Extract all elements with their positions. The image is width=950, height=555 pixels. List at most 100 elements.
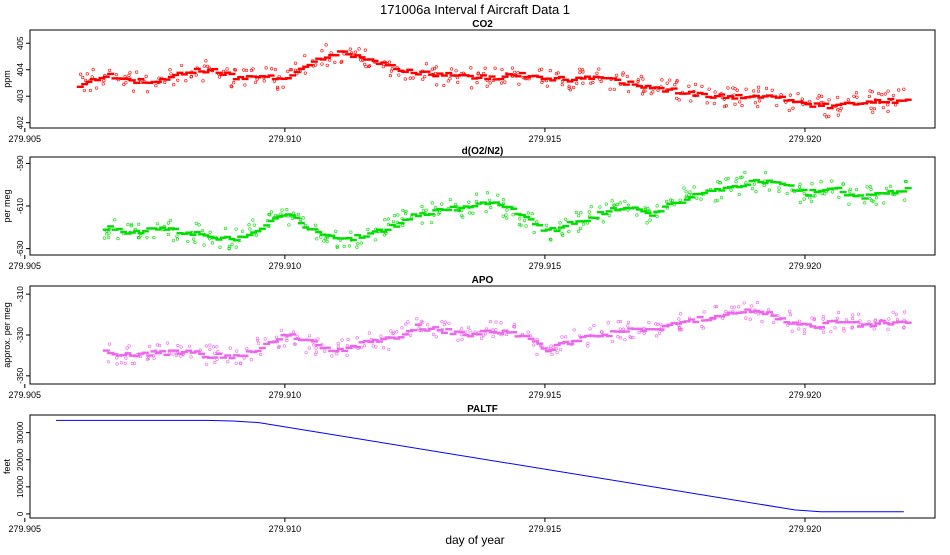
y-axis-label: approx. per meg: [2, 302, 12, 368]
data-point: [606, 321, 610, 325]
data-point: [749, 310, 753, 314]
data-point: [648, 209, 652, 213]
data-point: [314, 350, 318, 354]
data-mark: [146, 81, 154, 85]
data-mark: [406, 329, 414, 333]
data-point: [665, 206, 670, 210]
data-point: [595, 71, 599, 75]
data-mark: [644, 84, 652, 88]
data-point: [218, 245, 222, 249]
data-point: [880, 93, 884, 97]
data-point: [623, 199, 627, 203]
data-point: [715, 198, 719, 203]
data-mark: [115, 227, 123, 231]
data-point: [887, 317, 891, 321]
data-point: [454, 69, 458, 73]
data-point: [420, 69, 425, 73]
data-mark: [445, 71, 453, 75]
data-mark: [735, 185, 743, 189]
data-point: [323, 349, 327, 353]
data-point: [201, 355, 205, 359]
data-point: [518, 217, 522, 221]
panel-3: PALTF feet 279.905 279.910 279.915 279.920 0 10…: [2, 404, 936, 534]
data-point: [111, 352, 115, 356]
data-point: [877, 321, 881, 326]
data-point: [785, 191, 789, 196]
data-point: [764, 86, 769, 91]
data-point: [598, 77, 602, 81]
data-point: [288, 68, 293, 72]
data-mark: [505, 331, 513, 334]
data-mark: [289, 214, 297, 217]
data-point: [636, 79, 640, 84]
data-mark: [232, 354, 240, 357]
data-mark: [687, 196, 695, 199]
data-point: [382, 60, 387, 64]
data-mark: [882, 100, 890, 104]
data-point: [685, 196, 689, 200]
data-mark: [622, 83, 630, 86]
data-point: [285, 208, 289, 212]
data-point: [869, 187, 873, 192]
data-mark: [562, 340, 570, 344]
data-mark: [453, 74, 461, 77]
data-point: [504, 72, 509, 76]
data-point: [381, 65, 385, 69]
data-point: [417, 326, 421, 330]
data-mark: [696, 91, 704, 95]
data-mark: [319, 233, 327, 236]
data-mark: [839, 190, 847, 194]
data-point: [315, 237, 319, 241]
data-point: [684, 190, 688, 194]
data-point: [213, 360, 217, 365]
data-point: [456, 80, 460, 84]
data-point: [700, 84, 704, 89]
data-point: [192, 237, 196, 241]
data-mark: [81, 82, 89, 86]
data-point: [891, 310, 895, 314]
data-point: [275, 339, 279, 343]
data-point: [713, 199, 717, 203]
data-mark: [731, 312, 739, 315]
data-point: [207, 67, 211, 72]
panel-title: d(O2/N2): [462, 146, 504, 157]
x-tick-label: 279.905: [9, 524, 42, 534]
data-point: [851, 313, 855, 317]
data-mark: [466, 335, 474, 338]
x-tick-label: 279.920: [789, 261, 822, 271]
data-point: [684, 194, 689, 198]
data-mark: [627, 207, 635, 210]
y-tick-label: -610: [16, 197, 25, 214]
data-point: [850, 316, 855, 321]
data-mark: [895, 99, 903, 102]
data-point: [251, 67, 255, 71]
x-tick-label: 279.920: [789, 390, 822, 400]
data-point: [839, 106, 843, 110]
data-point: [733, 102, 737, 106]
data-mark: [614, 330, 622, 333]
data-mark: [661, 90, 669, 93]
data-point: [871, 199, 875, 203]
data-point: [720, 96, 725, 100]
data-point: [433, 206, 438, 210]
data-point: [494, 328, 498, 332]
data-point: [877, 192, 881, 196]
data-point: [788, 93, 792, 97]
data-mark: [306, 228, 314, 231]
data-point: [642, 326, 646, 330]
data-mark: [809, 105, 817, 108]
data-mark: [250, 75, 258, 78]
data-point: [692, 89, 696, 94]
data-point: [88, 88, 92, 93]
data-point: [417, 323, 421, 327]
data-point: [107, 235, 111, 240]
data-mark: [557, 75, 565, 79]
data-point: [767, 188, 771, 192]
data-point: [424, 62, 429, 66]
data-point: [772, 320, 776, 325]
data-point: [215, 345, 219, 349]
data-mark: [731, 185, 739, 188]
data-mark: [111, 77, 119, 80]
data-point: [739, 175, 743, 179]
